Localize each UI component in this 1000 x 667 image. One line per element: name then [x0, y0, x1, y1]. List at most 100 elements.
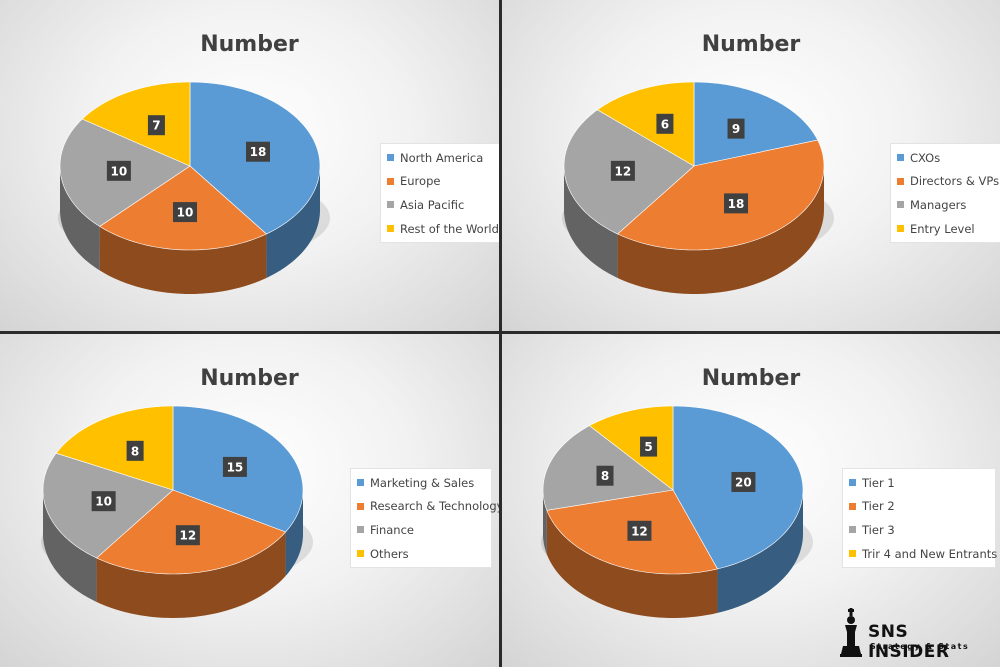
pie-chart-2: 9 18 12 6 [562, 81, 834, 294]
logo-tagline: Strategy & Stats [870, 642, 970, 651]
data-label: 10 [95, 495, 112, 509]
pie-slice-side [266, 166, 320, 278]
legend-label: CXOs [910, 150, 941, 165]
pie-slice-side [617, 166, 824, 294]
pie-slice [617, 139, 825, 251]
legend-item: Directors & VPs [897, 170, 999, 194]
legend-swatch [897, 225, 904, 233]
legend-label: Europe [400, 174, 441, 189]
legend-label: Others [370, 546, 409, 561]
legend-item: Marketing & Sales [357, 471, 485, 495]
legend-swatch [897, 154, 904, 162]
legend-label: Marketing & Sales [370, 475, 475, 490]
data-label: 12 [615, 164, 632, 178]
legend-label: Tier 1 [862, 475, 895, 490]
pie-slice-side [717, 490, 803, 613]
pie-slice-side [564, 166, 618, 278]
chart-panel-1: 18 10 10 7 Number North America Europe Asia… [0, 0, 499, 331]
data-label-box [656, 113, 674, 134]
data-label-box [91, 491, 116, 512]
pie-slice [81, 81, 191, 167]
data-label: 6 [661, 117, 669, 131]
legend-swatch [897, 201, 904, 209]
data-label-box [106, 160, 131, 181]
legend-swatch [849, 502, 856, 510]
data-label: 15 [227, 460, 244, 474]
data-label-box [596, 465, 614, 486]
legend-item: Europe [387, 170, 499, 194]
legend-item: CXOs [897, 146, 997, 170]
data-label: 8 [131, 444, 139, 458]
chart-title: Number [701, 32, 801, 57]
data-label: 18 [250, 145, 267, 159]
legend-item: Tier 2 [849, 495, 989, 519]
pie-chart-4: 20 12 8 5 [541, 405, 813, 618]
pie-slice-side [546, 510, 718, 618]
legend-swatch [357, 479, 364, 487]
chart-title: Number [200, 366, 299, 391]
legend-label: Entry Level [910, 221, 975, 236]
data-label: 8 [601, 469, 609, 483]
legend-swatch [387, 225, 394, 233]
chart-panel-2: 9 18 12 6 Number CXOs Directors & VPs Manag… [502, 0, 1000, 331]
pie-slice-side [543, 490, 547, 555]
data-label: 20 [735, 475, 752, 489]
data-label-box [640, 436, 658, 457]
chart-legend: Marketing & Sales Research & Technology … [350, 468, 499, 569]
legend-item: Research & Technology [357, 495, 499, 519]
legend-item: Trir 4 and New Entrants [849, 542, 997, 566]
sns-insider-logo: SNS INSIDER Strategy & Stats [838, 608, 988, 662]
data-label-box [173, 202, 198, 223]
legend-label: Tier 2 [862, 499, 895, 514]
legend-item: Tier 1 [849, 471, 989, 495]
legend-swatch [897, 177, 904, 185]
data-label: 18 [728, 197, 745, 211]
legend-item: Finance [357, 518, 485, 542]
chart-panel-4: 20 12 8 5 Number Tier 1 Tier 2 Tier 3 Trir … [502, 334, 1000, 667]
legend-label: Rest of the World [400, 221, 499, 236]
legend-swatch [357, 502, 364, 510]
legend-item: Tier 3 [849, 518, 989, 542]
legend-swatch [849, 550, 856, 558]
data-label: 9 [732, 122, 740, 136]
data-label-box [731, 471, 756, 492]
legend-swatch [387, 177, 394, 185]
legend-item: Asia Pacific [387, 193, 499, 217]
data-label: 10 [177, 206, 194, 220]
pie-slice-side [99, 226, 267, 294]
chart-title: Number [200, 32, 299, 57]
legend-swatch [387, 154, 394, 162]
data-label-box [126, 440, 144, 461]
data-label: 12 [631, 524, 648, 538]
legend-item: Rest of the World [387, 217, 499, 241]
legend-item: Managers [897, 193, 997, 217]
legend-swatch [849, 526, 856, 534]
legend-label: Asia Pacific [400, 197, 465, 212]
legend-swatch [387, 201, 394, 209]
data-label-box [246, 141, 271, 162]
legend-label: North America [400, 150, 484, 165]
legend-label: Managers [910, 197, 967, 212]
data-label: 12 [180, 529, 197, 543]
data-label-box [727, 118, 745, 139]
chart-title: Number [701, 366, 801, 391]
data-label: 10 [111, 164, 128, 178]
pie-slice-side [285, 490, 303, 576]
data-label-box [610, 160, 635, 181]
legend-label: Finance [370, 522, 414, 537]
data-label-box [147, 115, 165, 136]
legend-label: Research & Technology [370, 499, 499, 514]
data-label: 5 [644, 440, 652, 454]
chess-king-icon [840, 608, 862, 657]
legend-item: North America [387, 146, 499, 170]
legend-label: Tier 3 [862, 522, 895, 537]
chart-panel-3: 15 12 10 8 Number Marketing & Sales Researc… [0, 334, 499, 667]
legend-item: Others [357, 542, 485, 566]
data-label-box [724, 193, 749, 214]
pie-slice-side [96, 532, 286, 618]
data-label-box [175, 525, 200, 546]
chart-legend: North America Europe Asia Pacific Rest o… [380, 143, 499, 244]
legend-label: Trir 4 and New Entrants [862, 546, 998, 561]
data-label: 7 [152, 119, 160, 133]
legend-item: Entry Level [897, 217, 997, 241]
